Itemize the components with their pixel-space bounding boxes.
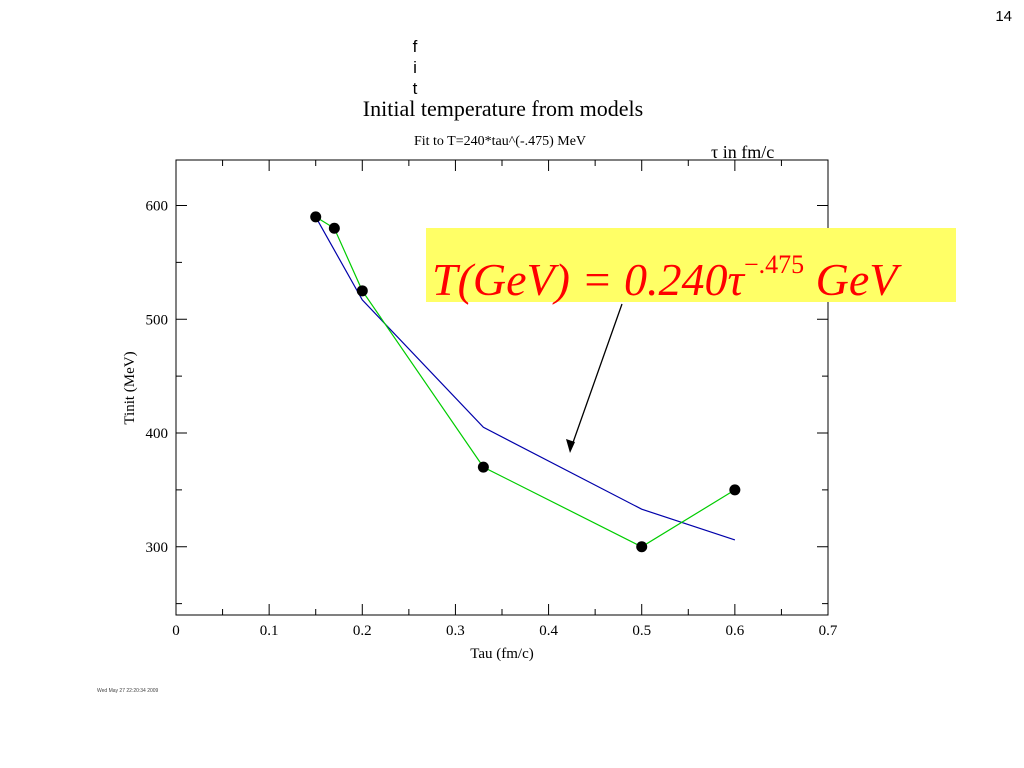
footer-timestamp: Wed May 27 22:20:34 2009 bbox=[97, 688, 159, 694]
y-tick-label: 300 bbox=[146, 540, 169, 556]
x-tick-label: 0.5 bbox=[632, 623, 651, 639]
series-markers bbox=[310, 211, 741, 553]
x-tick-label: 0.6 bbox=[725, 623, 744, 639]
data-point bbox=[477, 461, 489, 473]
formula-unit: GeV bbox=[804, 254, 898, 305]
data-point bbox=[636, 541, 648, 553]
fit-curve-line bbox=[315, 216, 736, 541]
x-tick-label: 0.4 bbox=[539, 623, 558, 639]
data-point bbox=[356, 285, 368, 297]
vertical-fit-letter: t bbox=[412, 79, 418, 98]
formula-arrow-head bbox=[566, 439, 575, 453]
chart-title: Initial temperature from models bbox=[363, 96, 643, 121]
formula-box: T(GeV) = 0.240τ−.475 GeV bbox=[426, 228, 956, 305]
x-tick-label: 0.1 bbox=[260, 623, 279, 639]
y-tick-label: 400 bbox=[146, 426, 169, 442]
vertical-fit-letter: f bbox=[412, 37, 418, 56]
formula-main: T(GeV) = 0.240τ bbox=[432, 254, 744, 305]
x-tick-label: 0.3 bbox=[446, 623, 465, 639]
formula-arrow bbox=[569, 303, 623, 452]
x-tick-label: 0.2 bbox=[353, 623, 372, 639]
vertical-fit-letter: i bbox=[413, 58, 417, 77]
x-tick-label: 0.7 bbox=[819, 623, 838, 639]
chart-subtitle: Fit to T=240*tau^(-.475) MeV bbox=[414, 134, 586, 149]
data-point bbox=[310, 211, 322, 223]
y-tick-label: 500 bbox=[146, 312, 169, 328]
slide-number: 14 bbox=[995, 8, 1012, 25]
y-tick-label: 600 bbox=[146, 199, 169, 215]
data-point bbox=[328, 222, 340, 234]
x-tick-label: 0 bbox=[172, 623, 180, 639]
data-point bbox=[729, 484, 741, 496]
axis-ticks: 0 0.1 0.2 0.3 0.4 0.5 0.6 0.7 300 400 500 600 bbox=[146, 160, 838, 639]
vertical-fit-text: f i t bbox=[409, 36, 421, 99]
y-axis-label: Tinit (MeV) bbox=[122, 351, 138, 424]
formula-exponent: −.475 bbox=[743, 250, 805, 279]
x-axis-label: Tau (fm/c) bbox=[470, 646, 534, 662]
tau-unit-note: τ in fm/c bbox=[711, 142, 774, 162]
